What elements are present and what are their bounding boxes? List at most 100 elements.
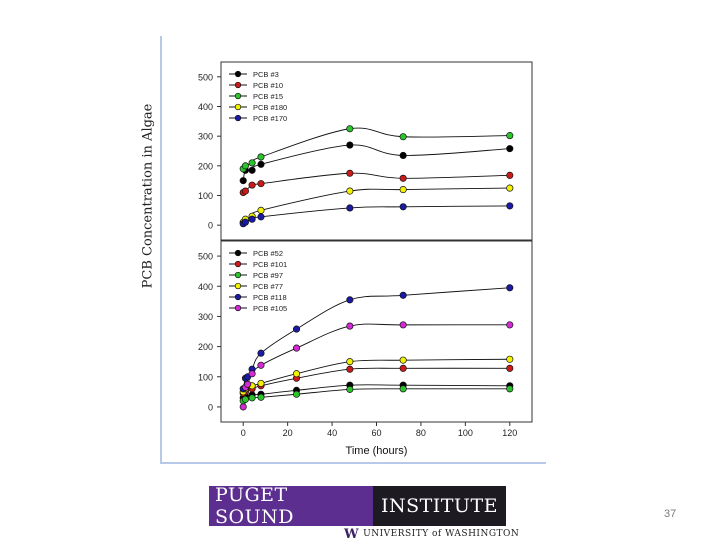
legend-marker (234, 282, 242, 290)
legend-label: PCB #180 (253, 103, 287, 112)
legend-marker (234, 260, 242, 268)
data-point (506, 184, 514, 192)
y-tick-label: 300 (198, 312, 213, 322)
y-tick-label: 500 (198, 72, 213, 82)
data-point (241, 218, 249, 226)
x-tick-label: 40 (327, 428, 337, 438)
series-line (242, 205, 510, 225)
data-point (257, 349, 265, 357)
y-tick-label: 100 (198, 372, 213, 382)
chart-panel-1: 0 100 200 300 400 500 PCB #3 PCB #10 PCB #15 PCB … (198, 61, 533, 241)
data-point (506, 145, 514, 153)
data-point (346, 365, 354, 373)
data-point (399, 174, 407, 182)
data-point (292, 390, 301, 398)
legend-marker (234, 249, 242, 257)
data-point (257, 206, 265, 214)
x-tick-label: 60 (371, 428, 381, 438)
figure-frame: 0 100 200 300 400 500 PCB #3 PCB #10 PCB #15 PCB … (160, 36, 546, 464)
plot-frame (220, 61, 533, 241)
data-point (399, 186, 407, 194)
legend-marker (234, 92, 242, 100)
x-tick-label: 0 (241, 428, 246, 438)
y-tick-label: 200 (198, 342, 213, 352)
data-point (346, 296, 354, 304)
data-point (399, 321, 407, 329)
legend-marker (234, 304, 242, 312)
data-point (257, 379, 265, 387)
data-point (346, 322, 354, 330)
data-point (248, 215, 256, 223)
legend-label: PCB #15 (253, 92, 283, 101)
data-point (248, 166, 256, 174)
data-point (248, 370, 256, 378)
series-line (242, 384, 510, 399)
y-axis-side-label: PCB Concentration in Algae (140, 103, 156, 289)
legend-marker (234, 103, 242, 111)
page-number: 37 (664, 508, 677, 520)
y-tick-label: 200 (198, 161, 213, 171)
legend-marker (234, 81, 242, 89)
series-line (242, 287, 510, 389)
legend-marker (234, 293, 242, 301)
legend-marker (234, 271, 242, 279)
data-point (292, 370, 301, 378)
legend-label: PCB #118 (253, 293, 287, 302)
data-point (506, 132, 514, 140)
series-line (242, 127, 510, 170)
data-point (506, 284, 514, 292)
data-point (257, 160, 265, 168)
x-tick-label: 20 (283, 428, 293, 438)
university-line: W UNIVERSITY of WASHINGTON (344, 526, 520, 542)
data-point (257, 153, 265, 161)
data-point (346, 385, 354, 393)
data-point (506, 321, 514, 329)
logo-part-institute: INSTITUTE (372, 486, 506, 526)
y-tick-label: 300 (198, 132, 213, 142)
data-point (346, 141, 354, 149)
data-point (399, 356, 407, 364)
legend-label: PCB #105 (253, 304, 287, 313)
data-point (241, 162, 249, 170)
data-point (248, 159, 256, 167)
data-point (248, 394, 256, 402)
series-line (242, 367, 510, 394)
logo-part-puget-sound: PUGET SOUND (209, 484, 373, 528)
data-point (257, 180, 265, 188)
y-tick-label: 500 (198, 252, 213, 262)
y-tick-label: 400 (198, 282, 213, 292)
legend-marker (234, 114, 242, 122)
data-point (399, 133, 407, 141)
series-line (242, 187, 510, 223)
legend-marker (234, 70, 242, 78)
data-point (241, 187, 249, 195)
data-point (257, 393, 265, 401)
data-point (241, 395, 249, 403)
university-name: UNIVERSITY of WASHINGTON (363, 529, 520, 539)
data-point (399, 203, 407, 211)
data-point (346, 169, 354, 177)
legend-label: PCB #97 (253, 271, 283, 280)
x-tick-label: 80 (416, 428, 426, 438)
uw-w-icon: W (344, 526, 360, 542)
data-point (346, 187, 354, 195)
data-point (399, 385, 407, 393)
legend-label: PCB #101 (253, 260, 287, 269)
y-tick-label: 0 (208, 402, 213, 412)
data-point (257, 361, 265, 369)
data-point (248, 181, 256, 189)
data-point (399, 364, 407, 372)
data-point (506, 171, 514, 179)
data-point (257, 213, 265, 221)
data-point (292, 325, 301, 333)
data-point (346, 125, 354, 133)
series-line (242, 388, 510, 402)
y-tick-label: 100 (198, 191, 213, 201)
data-point (506, 364, 514, 372)
y-tick-label: 400 (198, 102, 213, 112)
data-point (292, 344, 301, 352)
y-tick-label: 0 (208, 221, 213, 231)
x-tick-label: 100 (458, 428, 473, 438)
x-axis-label: Time (hours) (346, 445, 408, 457)
